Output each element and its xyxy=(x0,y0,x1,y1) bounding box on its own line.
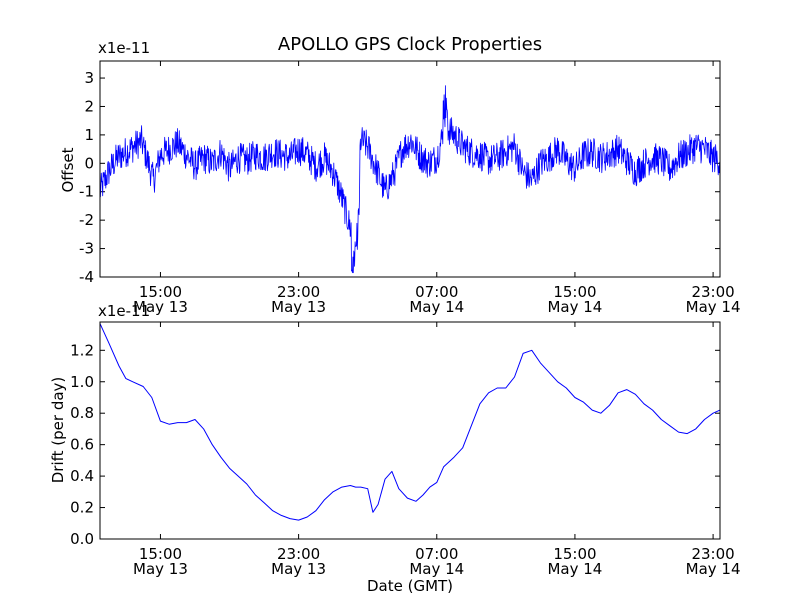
drift-y-label: Drift (per day) xyxy=(49,377,67,484)
x-tick-date-label: May 13 xyxy=(133,560,188,578)
chart-title: APOLLO GPS Clock Properties xyxy=(278,34,542,55)
y-tick-label: 1.2 xyxy=(70,341,94,359)
series-line xyxy=(99,85,721,274)
x-tick-time-label: 23:00 xyxy=(277,545,320,563)
y-tick-label: 3 xyxy=(84,69,94,87)
drift-scale-label: x1e-11 xyxy=(98,302,150,320)
x-tick-date-label: May 13 xyxy=(271,560,326,578)
x-tick-date-label: May 14 xyxy=(409,560,464,578)
offset-scale-label: x1e-11 xyxy=(98,39,150,57)
y-tick-label: 2 xyxy=(84,97,94,115)
x-tick-time-label: 07:00 xyxy=(415,283,458,301)
series-line xyxy=(99,323,721,521)
y-tick-label: 1.0 xyxy=(70,373,94,391)
offset-chart: APOLLO GPS Clock Properties x1e-11 Offse… xyxy=(59,34,741,316)
x-tick-time-label: 23:00 xyxy=(691,283,734,301)
x-tick-time-label: 23:00 xyxy=(277,283,320,301)
y-tick-label: -4 xyxy=(79,268,94,286)
x-tick-date-label: May 14 xyxy=(409,298,464,316)
x-tick-time-label: 15:00 xyxy=(139,283,182,301)
x-tick-time-label: 23:00 xyxy=(691,545,734,563)
y-tick-label: -1 xyxy=(79,183,94,201)
offset-y-label: Offset xyxy=(59,147,77,192)
y-tick-label: 0.0 xyxy=(70,530,94,548)
drift-chart: x1e-11 Drift (per day) Date (GMT) 0.0 0.2… xyxy=(49,302,741,595)
x-tick-time-label: 15:00 xyxy=(553,283,596,301)
x-tick-date-label: May 14 xyxy=(686,560,741,578)
y-tick-label: 0.4 xyxy=(70,467,94,485)
x-tick-time-label: 15:00 xyxy=(139,545,182,563)
x-tick-date-label: May 13 xyxy=(133,298,188,316)
offset-axes-frame xyxy=(99,60,721,278)
drift-x-label: Date (GMT) xyxy=(367,577,453,595)
y-tick-label: 0.6 xyxy=(70,436,94,454)
x-tick-time-label: 15:00 xyxy=(553,545,596,563)
y-tick-label: 0 xyxy=(84,154,94,172)
y-tick-label: -3 xyxy=(79,240,94,258)
x-tick-date-label: May 14 xyxy=(547,560,602,578)
x-tick-date-label: May 14 xyxy=(547,298,602,316)
y-tick-label: 0.2 xyxy=(70,499,94,517)
x-tick-date-label: May 13 xyxy=(271,298,326,316)
x-tick-time-label: 07:00 xyxy=(415,545,458,563)
y-tick-label: -2 xyxy=(79,211,94,229)
x-tick-date-label: May 14 xyxy=(686,298,741,316)
y-tick-label: 1 xyxy=(84,126,94,144)
drift-axes-frame xyxy=(99,321,721,540)
y-tick-label: 0.8 xyxy=(70,404,94,422)
